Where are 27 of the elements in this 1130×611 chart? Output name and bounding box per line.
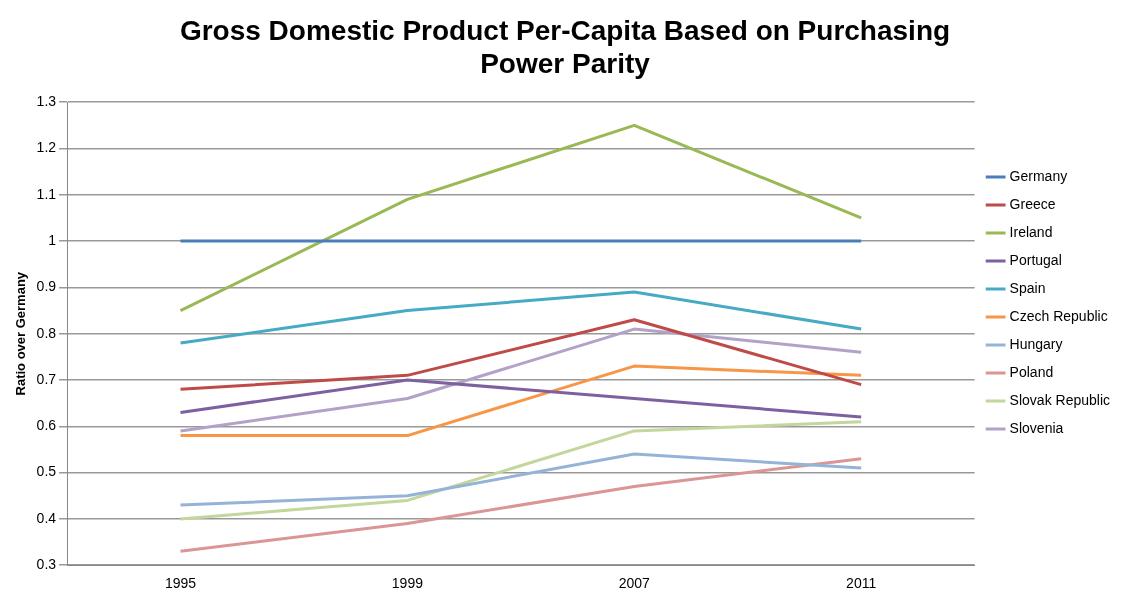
y-tick-label: 1.2 bbox=[36, 139, 57, 156]
legend-label: Poland bbox=[1009, 363, 1054, 380]
y-tick-label: 0.6 bbox=[36, 417, 57, 434]
y-tick-label: 0.7 bbox=[36, 370, 57, 387]
x-tick-label: 2007 bbox=[618, 575, 651, 592]
y-tick-label: 0.9 bbox=[36, 278, 57, 295]
y-tick-label: 0.4 bbox=[36, 509, 57, 526]
y-tick-label: 0.5 bbox=[36, 463, 57, 480]
y-tick-label: 1.1 bbox=[36, 185, 57, 202]
y-tick-label: 1.3 bbox=[36, 93, 57, 110]
x-tick-label: 2011 bbox=[846, 575, 877, 592]
legend-label: Germany bbox=[1009, 167, 1068, 184]
legend-label: Slovenia bbox=[1009, 419, 1064, 436]
legend-label: Slovak Republic bbox=[1009, 391, 1110, 408]
legend-label: Spain bbox=[1009, 279, 1046, 296]
legend-label: Czech Republic bbox=[1009, 307, 1108, 324]
legend-label: Ireland bbox=[1009, 223, 1053, 240]
legend-label: Hungary bbox=[1009, 335, 1063, 352]
chart-title: Gross Domestic Product Per-Capita Based on Purchasing Power Parity bbox=[179, 14, 951, 80]
y-axis-title: Ratio over Germany bbox=[13, 271, 29, 396]
x-tick-label: 1999 bbox=[391, 575, 424, 592]
y-tick-label: 1 bbox=[48, 231, 57, 248]
y-tick-label: 0.8 bbox=[36, 324, 57, 341]
legend-label: Greece bbox=[1009, 195, 1056, 212]
x-tick-label: 1995 bbox=[164, 575, 197, 592]
legend-label: Portugal bbox=[1009, 251, 1062, 268]
y-tick-label: 0.3 bbox=[36, 556, 57, 573]
